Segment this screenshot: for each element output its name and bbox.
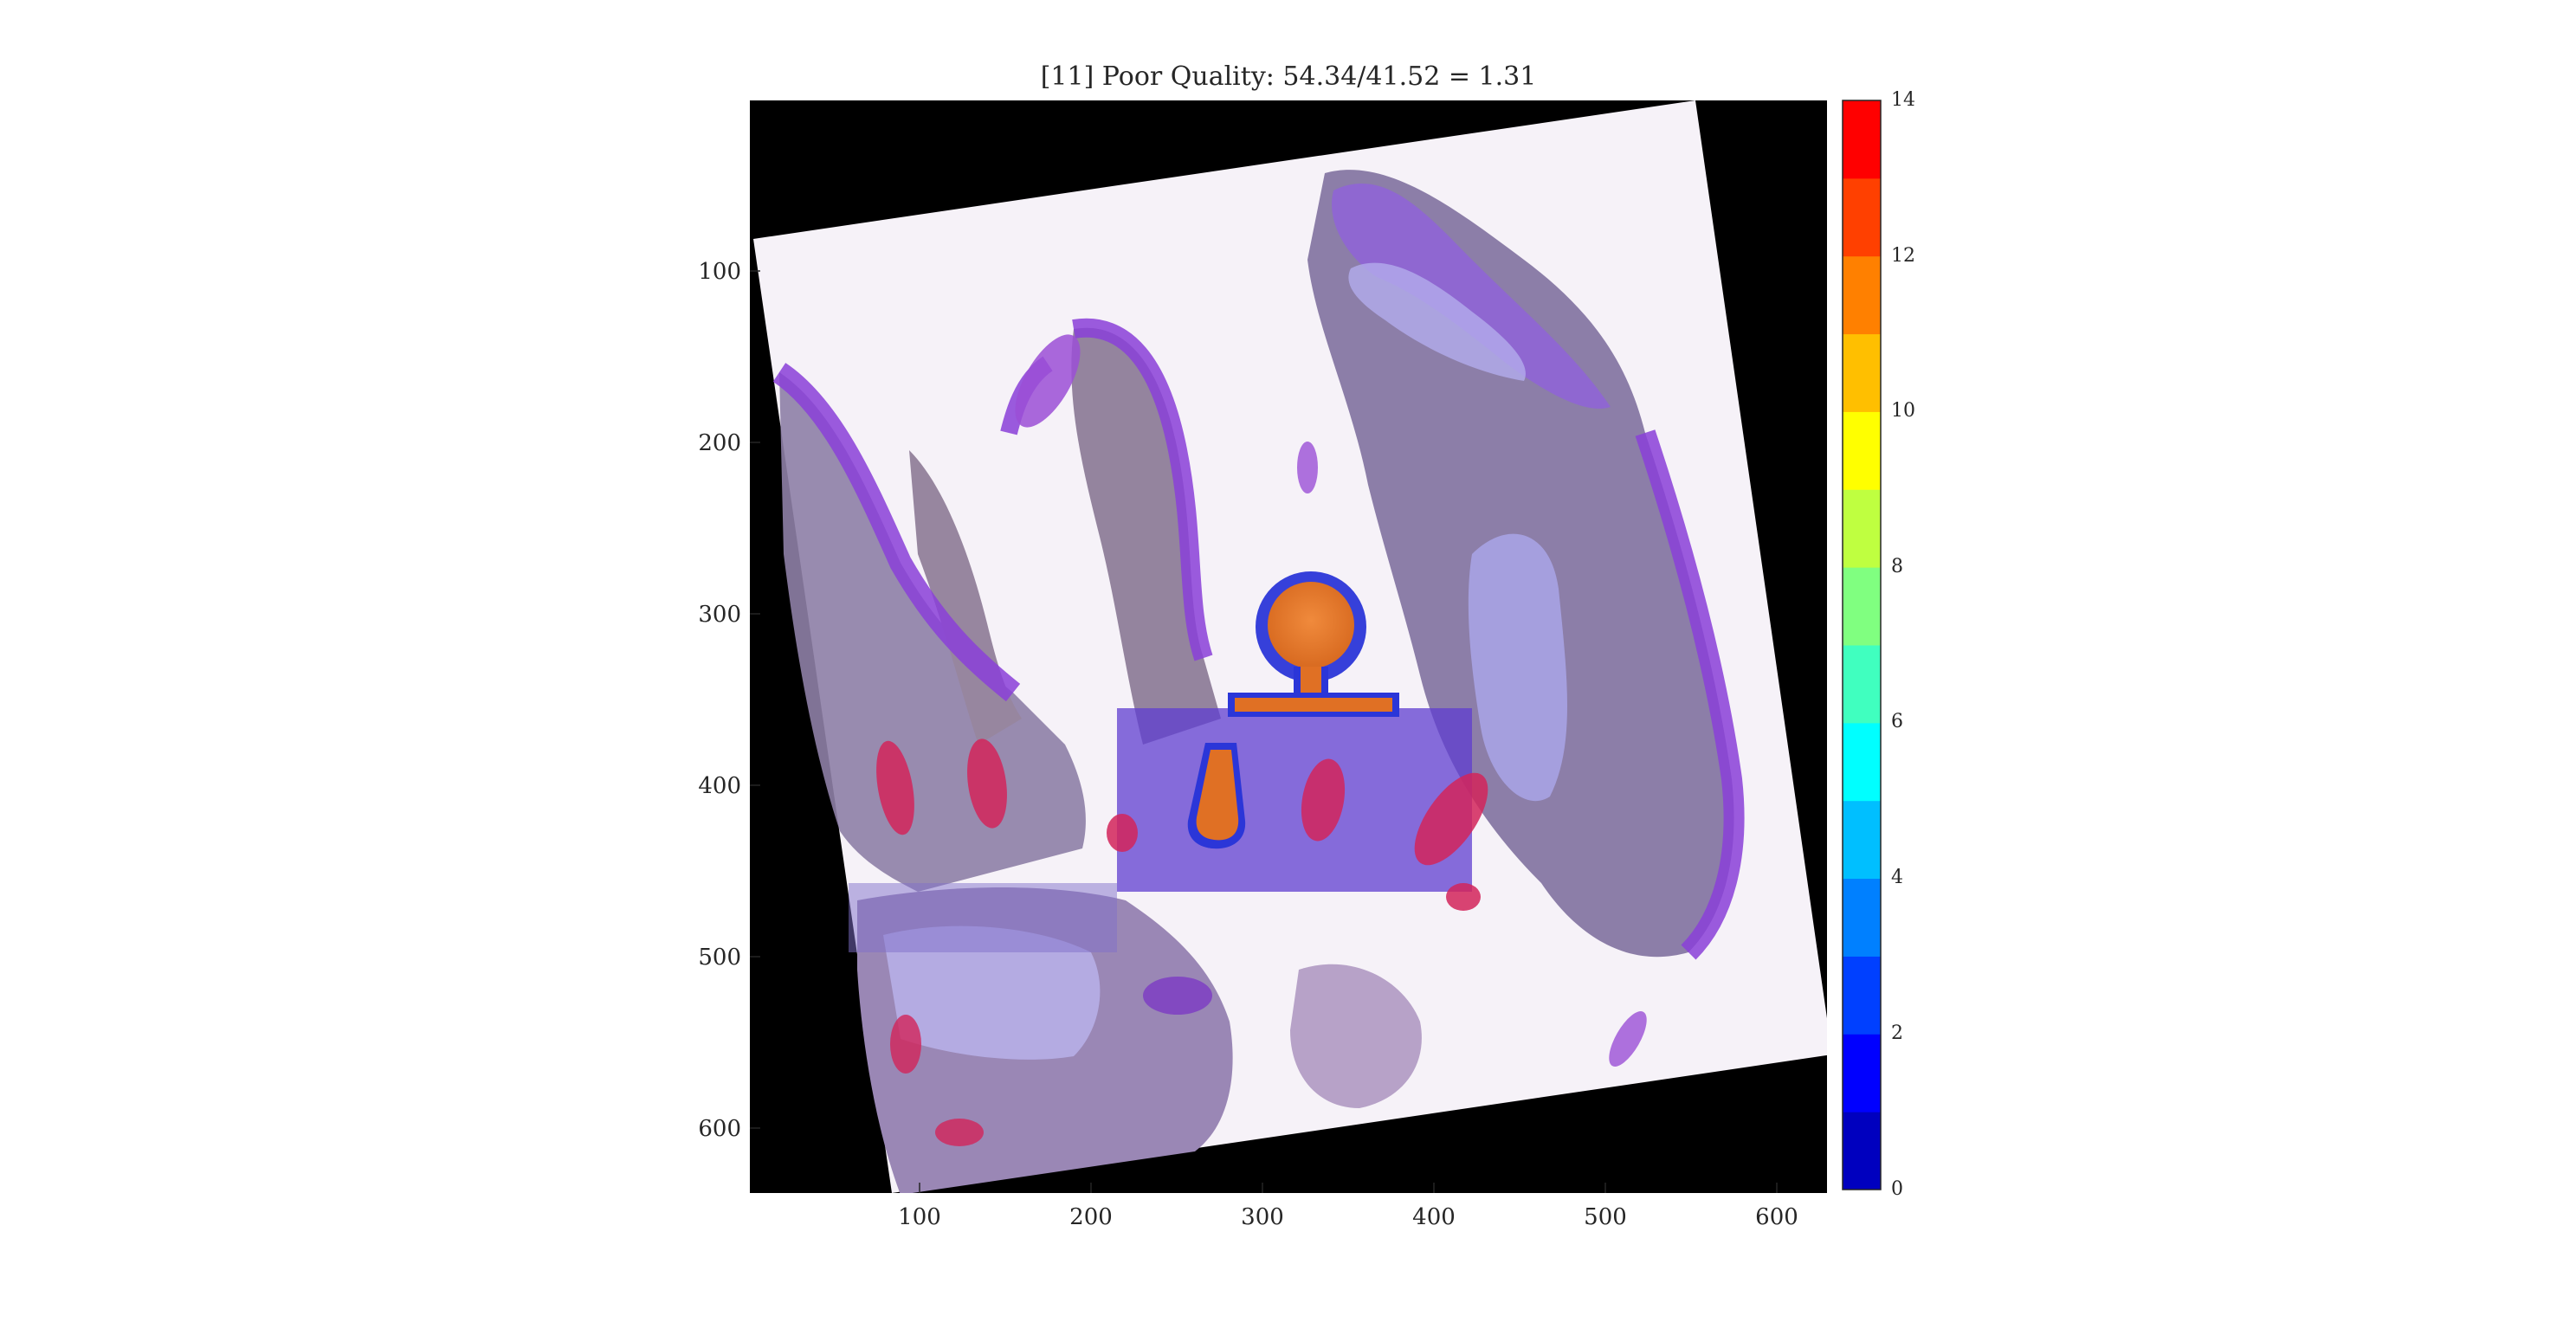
x-tick-label: 200 bbox=[1069, 1204, 1113, 1230]
colorbar-block bbox=[1843, 800, 1881, 880]
x-tick-label: 100 bbox=[898, 1204, 941, 1230]
colorbar-tick-label: 10 bbox=[1891, 400, 1915, 422]
crypt-red-8 bbox=[935, 1119, 984, 1146]
tissue-image bbox=[753, 100, 1827, 1193]
crypt-red-5 bbox=[1414, 772, 1488, 866]
colorbar-block bbox=[1843, 645, 1881, 724]
colorbar-block bbox=[1843, 100, 1881, 179]
crypt-red-6 bbox=[1446, 883, 1481, 911]
y-tick-label: 400 bbox=[698, 773, 741, 799]
colorbar-tick-labels: 14 12 10 8 6 4 2 0 bbox=[1891, 89, 1915, 1200]
orange-bar bbox=[1235, 698, 1392, 712]
colorbar-block bbox=[1843, 489, 1881, 568]
tissue-island-4 bbox=[1609, 1011, 1647, 1067]
y-tick-label: 100 bbox=[698, 259, 741, 285]
colorbar-block bbox=[1843, 878, 1881, 957]
colorbar: 14 12 10 8 6 4 2 0 bbox=[1842, 89, 1915, 1200]
crypt-red-2 bbox=[967, 738, 1007, 829]
x-tick-label: 600 bbox=[1755, 1204, 1798, 1230]
tissue-villus-2 bbox=[1071, 327, 1221, 745]
tissue-island-1 bbox=[1015, 334, 1081, 428]
tissue-bottom-lumen bbox=[883, 925, 1101, 1060]
tissue-top-lumen bbox=[1348, 262, 1526, 381]
crypt-red-3 bbox=[1107, 814, 1138, 852]
colorbar-block bbox=[1843, 956, 1881, 1035]
x-tick-label: 500 bbox=[1584, 1204, 1627, 1230]
roi-rectangle bbox=[1117, 708, 1472, 892]
epithelium-right bbox=[1635, 429, 1745, 960]
axes-ticks bbox=[750, 270, 1778, 1193]
orange-ball bbox=[1268, 582, 1354, 668]
epithelium-left bbox=[772, 363, 1021, 702]
x-tick-label: 300 bbox=[1241, 1204, 1284, 1230]
epithelium-villus-2 bbox=[1072, 318, 1213, 661]
colorbar-frame bbox=[1842, 100, 1882, 1190]
y-tick-label: 200 bbox=[698, 430, 741, 456]
tissue-right-lumen bbox=[1468, 533, 1567, 802]
colorbar-block bbox=[1843, 411, 1881, 490]
tissue-villi-left bbox=[779, 372, 1086, 892]
colorbar-block bbox=[1843, 333, 1881, 412]
crypt-orange bbox=[1196, 750, 1239, 841]
colorbar-tick-label: 12 bbox=[1891, 245, 1915, 267]
tissue-top-purple bbox=[1332, 183, 1611, 409]
colorbar-tick-label: 4 bbox=[1891, 867, 1903, 888]
x-axis-tick-labels: 100 200 300 400 500 600 bbox=[898, 1204, 1798, 1230]
figure-title: [11] Poor Quality: 54.34/41.52 = 1.31 bbox=[1041, 61, 1537, 92]
colorbar-block bbox=[1843, 255, 1881, 335]
tissue-island-2 bbox=[1297, 442, 1318, 493]
y-tick-label: 600 bbox=[698, 1116, 741, 1142]
colorbar-tick-label: 2 bbox=[1891, 1022, 1903, 1044]
x-tick-label: 400 bbox=[1412, 1204, 1456, 1230]
colorbar-tick-label: 14 bbox=[1891, 89, 1915, 111]
y-axis-tick-labels: 100 200 300 400 500 600 bbox=[698, 259, 741, 1142]
colorbar-block bbox=[1843, 1034, 1881, 1112]
tissue-bottom-right bbox=[1290, 964, 1422, 1108]
colorbar-block bbox=[1843, 1112, 1881, 1190]
colorbar-block bbox=[1843, 722, 1881, 802]
roi-left-band bbox=[849, 883, 1117, 952]
y-tick-label: 500 bbox=[698, 945, 741, 971]
tissue-island-3 bbox=[1143, 977, 1212, 1015]
colorbar-block bbox=[1843, 177, 1881, 257]
image-axes: 100 200 300 400 500 600 100 200 300 400 … bbox=[698, 100, 1827, 1230]
crypt-red-1 bbox=[876, 740, 914, 835]
y-tick-label: 300 bbox=[698, 602, 741, 628]
crypt-red-7 bbox=[890, 1015, 921, 1074]
crypt-red-4 bbox=[1301, 758, 1346, 842]
colorbar-block bbox=[1843, 567, 1881, 646]
colorbar-tick-label: 6 bbox=[1891, 711, 1903, 732]
colorbar-tick-label: 8 bbox=[1891, 556, 1903, 577]
colorbar-tick-label: 0 bbox=[1891, 1178, 1903, 1200]
colorbar-blocks bbox=[1843, 100, 1881, 1190]
